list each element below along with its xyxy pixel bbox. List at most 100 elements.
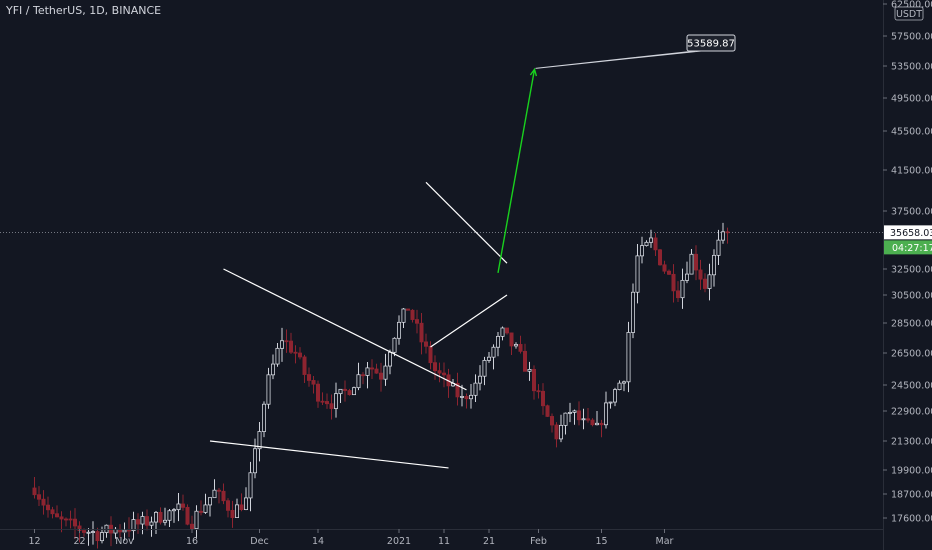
time-tick-label: 14 — [312, 536, 324, 547]
candle-up — [365, 367, 370, 376]
candle-up — [622, 381, 627, 384]
candle-down — [550, 416, 555, 426]
candle-up — [477, 375, 482, 384]
candle-down — [32, 487, 37, 496]
candle-down — [46, 504, 51, 511]
target-arrow — [497, 67, 538, 274]
candle-down — [428, 345, 433, 364]
price-tick-label: 41500.00 — [891, 166, 932, 177]
candle-up — [387, 351, 392, 367]
candle-up — [486, 356, 491, 361]
time-tick-label: 12 — [28, 536, 40, 547]
candle-up — [104, 524, 109, 533]
candle-down — [676, 290, 681, 299]
projection-arrow[interactable] — [497, 69, 536, 274]
candle-down — [694, 253, 699, 271]
candle-down — [189, 523, 194, 530]
time-tick-label: Dec — [250, 536, 268, 547]
time-tick-label: 11 — [438, 536, 450, 547]
candle-down — [306, 374, 311, 381]
candle-down — [518, 344, 523, 352]
candle-down — [198, 510, 203, 513]
trendline[interactable] — [209, 440, 449, 469]
candle-up — [649, 237, 654, 243]
candle-up — [721, 231, 726, 241]
candle-down — [419, 322, 424, 343]
price-tick-label: 21300.00 — [891, 437, 932, 448]
candle-down — [667, 270, 672, 275]
candle-down — [135, 519, 140, 525]
candle-down — [239, 504, 244, 511]
price-tick-label: 45500.00 — [891, 127, 932, 138]
candle-up — [252, 448, 257, 474]
candle-down — [320, 400, 325, 403]
candle-up — [275, 347, 280, 365]
candle-up — [212, 489, 217, 499]
candle-down — [297, 352, 302, 358]
trendline[interactable] — [430, 294, 508, 348]
candle-up — [392, 337, 397, 353]
trendline[interactable] — [223, 268, 467, 391]
candle-down — [293, 351, 298, 354]
candle-down — [437, 370, 442, 374]
candle-down — [590, 419, 595, 426]
time-tick-label: Nov — [115, 536, 134, 547]
currency-badge[interactable] — [894, 6, 924, 21]
candle-up — [149, 521, 154, 526]
candle-up — [500, 327, 505, 337]
candle-up — [716, 239, 721, 256]
candle-up — [167, 510, 172, 521]
time-tick-label: 15 — [595, 536, 607, 547]
candle-down — [180, 503, 185, 508]
candle-down — [405, 308, 410, 311]
candle-up — [333, 393, 338, 409]
candle-up — [279, 340, 284, 349]
candle-up — [581, 418, 586, 421]
candle-down — [554, 424, 559, 440]
price-tick-label: 18700.00 — [891, 490, 932, 501]
candle-down — [55, 513, 60, 518]
candles — [32, 222, 730, 549]
candle-down — [725, 231, 730, 234]
candle-down — [374, 368, 379, 374]
trendline[interactable] — [425, 181, 508, 264]
chart-title: YFI / TetherUS, 1D, BINANCE — [6, 4, 162, 17]
candle-down — [158, 511, 163, 523]
candle-up — [396, 321, 401, 339]
candle-up — [248, 472, 253, 499]
price-tick-label: 28500.00 — [891, 319, 932, 330]
time-tick-label: 22 — [73, 536, 85, 547]
price-tick-label: 37500.00 — [891, 207, 932, 218]
candle-up — [527, 368, 532, 372]
candle-down — [324, 401, 329, 405]
candle-up — [640, 245, 645, 257]
candle-down — [523, 350, 528, 372]
candle-down — [73, 518, 78, 527]
price-tick-label: 24500.00 — [891, 381, 932, 392]
candle-down — [221, 490, 226, 502]
candle-up — [595, 422, 600, 426]
callout-box[interactable] — [686, 34, 736, 52]
arrow-head-icon — [529, 67, 538, 77]
countdown-label: 04:27:17 — [892, 243, 932, 254]
candle-down — [288, 340, 293, 353]
candle-up — [635, 255, 640, 293]
candle-down — [464, 396, 469, 400]
candle-up — [644, 241, 649, 247]
candle-down — [64, 518, 69, 521]
price-tick-label: 32500.00 — [891, 265, 932, 276]
callout-pointer — [535, 50, 702, 69]
candle-up — [568, 412, 573, 414]
candle-up — [680, 279, 685, 299]
candle-down — [284, 340, 289, 343]
price-tick-label: 57500.00 — [891, 32, 932, 43]
candle-down — [658, 249, 663, 266]
candle-down — [347, 390, 352, 396]
price-tick-label: 26500.00 — [891, 349, 932, 360]
candle-down — [414, 319, 419, 324]
candle-down — [532, 368, 537, 392]
candle-up — [86, 531, 91, 534]
price-tick-label: 30500.00 — [891, 291, 932, 302]
candle-up — [257, 431, 262, 450]
